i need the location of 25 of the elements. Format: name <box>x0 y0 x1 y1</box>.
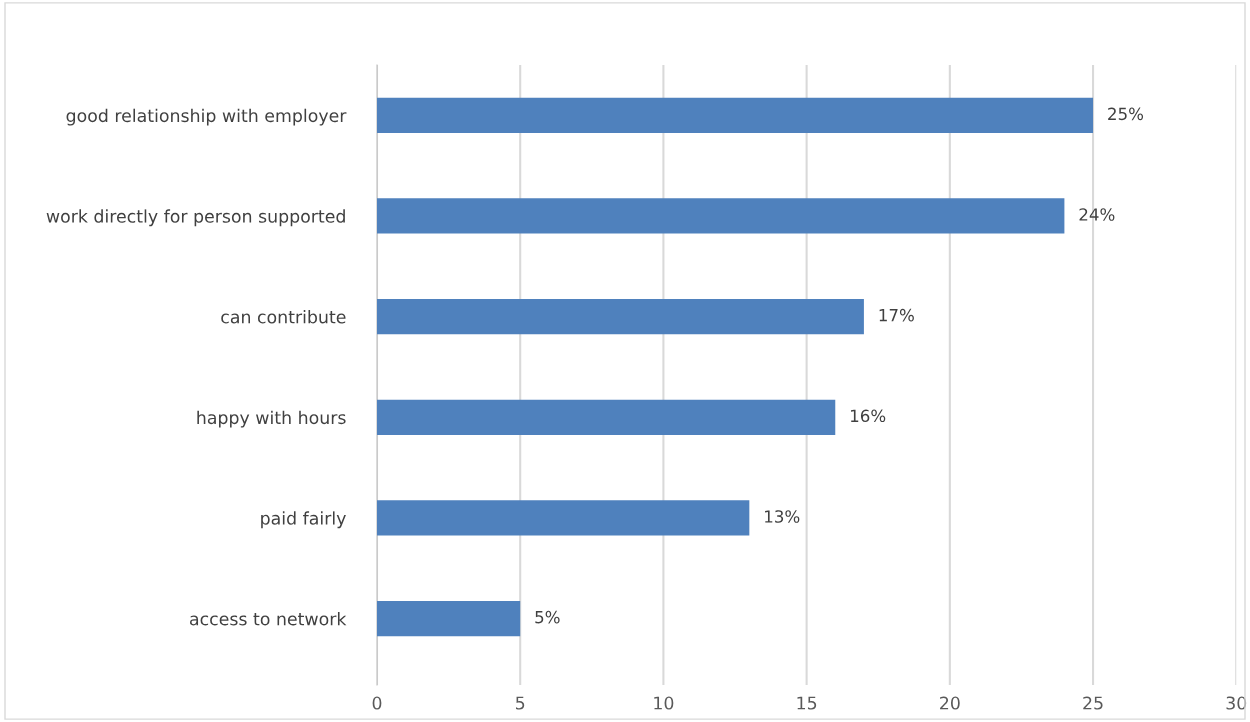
y-tick-label: paid fairly <box>261 511 346 529</box>
data-label: 16% <box>850 409 886 423</box>
data-label: 25% <box>1108 107 1144 121</box>
data-label: 5% <box>535 610 560 624</box>
y-tick-label: happy with hours <box>197 410 346 428</box>
y-tick-label: access to network <box>190 612 347 626</box>
data-label: 13% <box>765 510 800 523</box>
x-tick-label: 30 <box>1226 696 1247 710</box>
x-tick-label: 5 <box>516 696 525 710</box>
data-label: 24% <box>1079 208 1115 221</box>
bar <box>377 500 750 536</box>
x-tick-label: 15 <box>797 696 817 710</box>
x-tick-label: 10 <box>654 696 674 710</box>
data-label: 17% <box>879 308 914 322</box>
y-tick-label: good relationship with employer <box>66 108 347 126</box>
bar <box>377 97 1094 133</box>
x-tick-label: 20 <box>940 696 960 710</box>
x-tick-label: 25 <box>1083 696 1103 710</box>
y-tick-label: can contribute <box>221 310 346 324</box>
x-tick-label: 0 <box>372 696 382 710</box>
bar <box>377 600 521 637</box>
bar <box>377 198 1065 234</box>
bar <box>377 399 836 435</box>
y-tick-label: work directly for person supported <box>46 209 345 227</box>
bar <box>377 299 864 335</box>
